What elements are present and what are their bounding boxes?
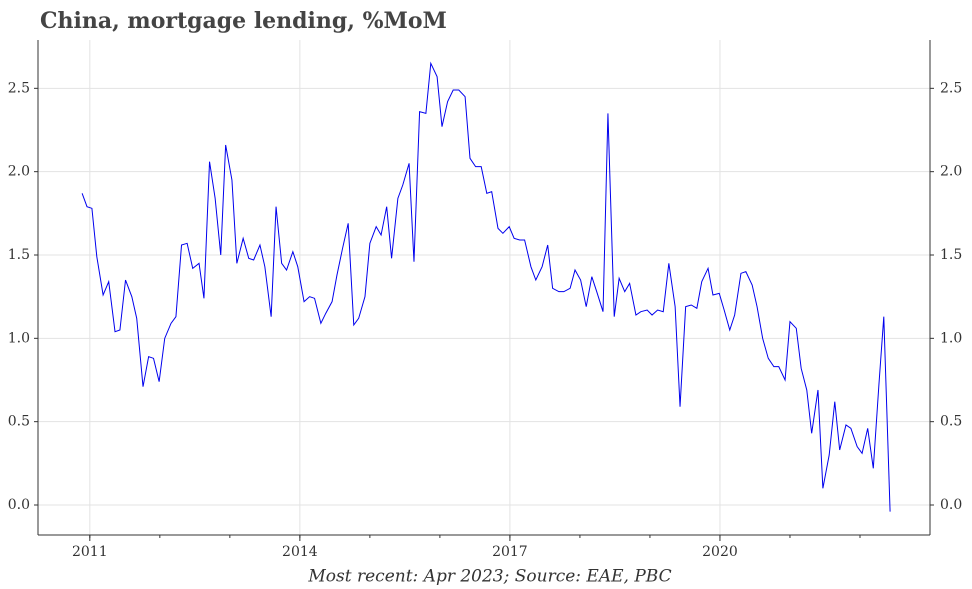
chart-title: China, mortgage lending, %MoM <box>40 8 447 34</box>
y2-tick-label: 2.0 <box>940 164 962 180</box>
y-tick-label: 2.5 <box>8 80 30 96</box>
y2-tick-label: 1.0 <box>940 330 962 346</box>
y2-tick-label: 1.5 <box>940 247 962 263</box>
data-line <box>81 61 891 512</box>
plot-area <box>38 40 930 535</box>
y-tick-label: 1.5 <box>8 247 30 263</box>
y-tick-label: 0.0 <box>8 497 30 513</box>
x-tick-label: 2020 <box>702 544 738 560</box>
y-tick-label: 0.5 <box>8 414 30 430</box>
y2-tick-label: 0.5 <box>940 414 962 430</box>
y2-tick-label: 0.0 <box>940 497 962 513</box>
x-tick-label: 2014 <box>282 544 318 560</box>
y-tick-label: 1.0 <box>8 330 30 346</box>
source-note: Most recent: Apr 2023; Source: EAE, PBC <box>307 567 671 587</box>
y-tick-label: 2.0 <box>8 164 30 180</box>
x-tick-label: 2017 <box>492 544 528 560</box>
y2-tick-label: 2.5 <box>940 80 962 96</box>
x-tick-label: 2011 <box>72 544 108 560</box>
